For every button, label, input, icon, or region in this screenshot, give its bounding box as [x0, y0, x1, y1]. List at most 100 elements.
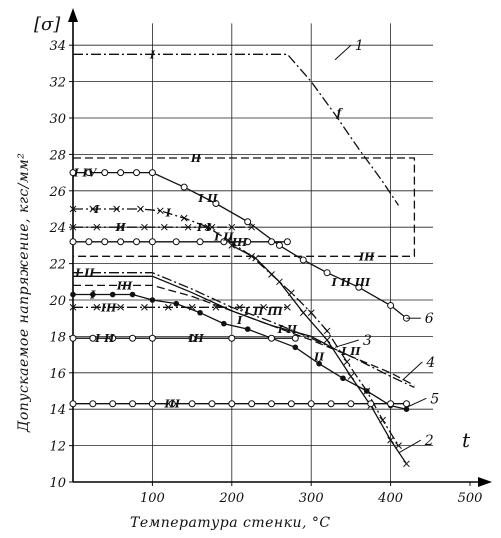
- data-point: [323, 327, 331, 335]
- curve-label: I II III: [243, 305, 283, 318]
- curve-label: I II: [74, 267, 95, 280]
- series-number-label: 4: [425, 355, 435, 371]
- y-tick-label: 16: [49, 367, 66, 382]
- series-line: [73, 272, 415, 388]
- curve-label: III: [116, 279, 133, 292]
- data-point: [172, 238, 180, 246]
- y-tick-label: 26: [48, 185, 66, 200]
- curve-label: I: [149, 48, 156, 61]
- curve-label: III: [358, 250, 375, 263]
- series-line: [73, 275, 336, 350]
- data-point: [160, 223, 168, 231]
- data-point: [248, 223, 256, 231]
- curve-label: II: [190, 152, 202, 165]
- data-point: [299, 309, 307, 317]
- data-point: [403, 460, 410, 468]
- curve-label: III: [100, 301, 117, 314]
- data-point: [307, 400, 315, 408]
- curve-label: II: [313, 350, 325, 363]
- data-point: [69, 238, 77, 246]
- x-tick-label: 400: [377, 491, 403, 506]
- curve-label: I II: [197, 192, 218, 205]
- data-point: [208, 223, 216, 231]
- data-point: [268, 334, 275, 342]
- y-axis-title: Допускаемое напряжение, кгс/мм²: [16, 153, 32, 433]
- data-point: [307, 309, 315, 317]
- y-tick-label: 14: [49, 403, 66, 418]
- y-tick-label: 28: [48, 148, 66, 163]
- data-point: [208, 400, 216, 408]
- data-point: [93, 303, 101, 311]
- data-point: [101, 238, 109, 246]
- callout-leader: [398, 439, 422, 454]
- curve-label: I IV: [73, 167, 98, 180]
- data-point: [343, 358, 351, 366]
- data-point: [387, 301, 395, 309]
- data-point: [323, 269, 331, 277]
- y-tick-label: 30: [49, 112, 66, 127]
- data-point: [180, 183, 188, 191]
- data-point: [101, 169, 109, 177]
- data-point: [69, 303, 77, 311]
- data-point: [403, 406, 410, 413]
- series-number-label: 3: [363, 333, 372, 349]
- data-point: [90, 291, 96, 298]
- series-number-label: 1: [355, 38, 364, 54]
- data-point: [93, 223, 101, 231]
- data-point: [220, 238, 228, 246]
- x-axis-title: Температура стенки, °C: [130, 515, 331, 531]
- curve-label: I: [89, 289, 96, 302]
- y-tick-label: 22: [48, 258, 66, 273]
- data-point: [197, 309, 203, 316]
- series-number-label: 5: [430, 391, 439, 407]
- data-point: [291, 334, 299, 342]
- data-point: [363, 388, 370, 394]
- data-point: [260, 303, 267, 311]
- data-point: [164, 303, 172, 311]
- x-tick-label: 200: [218, 491, 244, 506]
- data-point: [212, 200, 220, 208]
- data-point: [137, 205, 144, 213]
- data-point: [188, 303, 196, 311]
- y-axis-top-label: [σ]: [34, 14, 61, 35]
- data-point: [299, 256, 307, 264]
- x-tick-label: 500: [458, 491, 483, 506]
- data-point: [221, 320, 227, 327]
- data-point: [173, 300, 180, 307]
- data-point: [69, 223, 77, 231]
- data-point: [283, 238, 291, 246]
- curve-label: I II: [340, 345, 361, 358]
- y-tick-label: 12: [49, 440, 66, 455]
- data-point: [248, 400, 256, 408]
- series-line: [73, 157, 416, 257]
- data-point: [228, 400, 236, 408]
- x-tick-label: 300: [299, 491, 324, 506]
- data-point: [89, 334, 97, 342]
- data-point: [340, 375, 346, 382]
- data-point: [236, 303, 244, 311]
- data-point: [85, 169, 93, 177]
- y-tick-label: 20: [48, 294, 66, 309]
- curve-label: III: [231, 236, 248, 249]
- curve-label: I I: [196, 221, 212, 234]
- data-point: [184, 223, 192, 231]
- data-point: [244, 326, 251, 332]
- series-number-label: 6: [425, 311, 434, 327]
- data-point: [168, 400, 176, 408]
- curve-label: I: [165, 207, 172, 220]
- data-point: [148, 334, 156, 342]
- callout-leader: [334, 339, 359, 348]
- curve-label: I II: [94, 332, 115, 345]
- curve-label: I II: [277, 323, 298, 336]
- y-tick-label: 34: [49, 39, 66, 54]
- curve-label: III: [164, 398, 181, 411]
- data-point: [244, 218, 252, 226]
- series-line: [73, 293, 407, 410]
- data-point: [402, 400, 410, 408]
- curve-label: I: [236, 314, 243, 327]
- data-point: [188, 334, 196, 342]
- data-point: [69, 334, 77, 342]
- data-point: [244, 238, 252, 246]
- data-point: [133, 169, 141, 177]
